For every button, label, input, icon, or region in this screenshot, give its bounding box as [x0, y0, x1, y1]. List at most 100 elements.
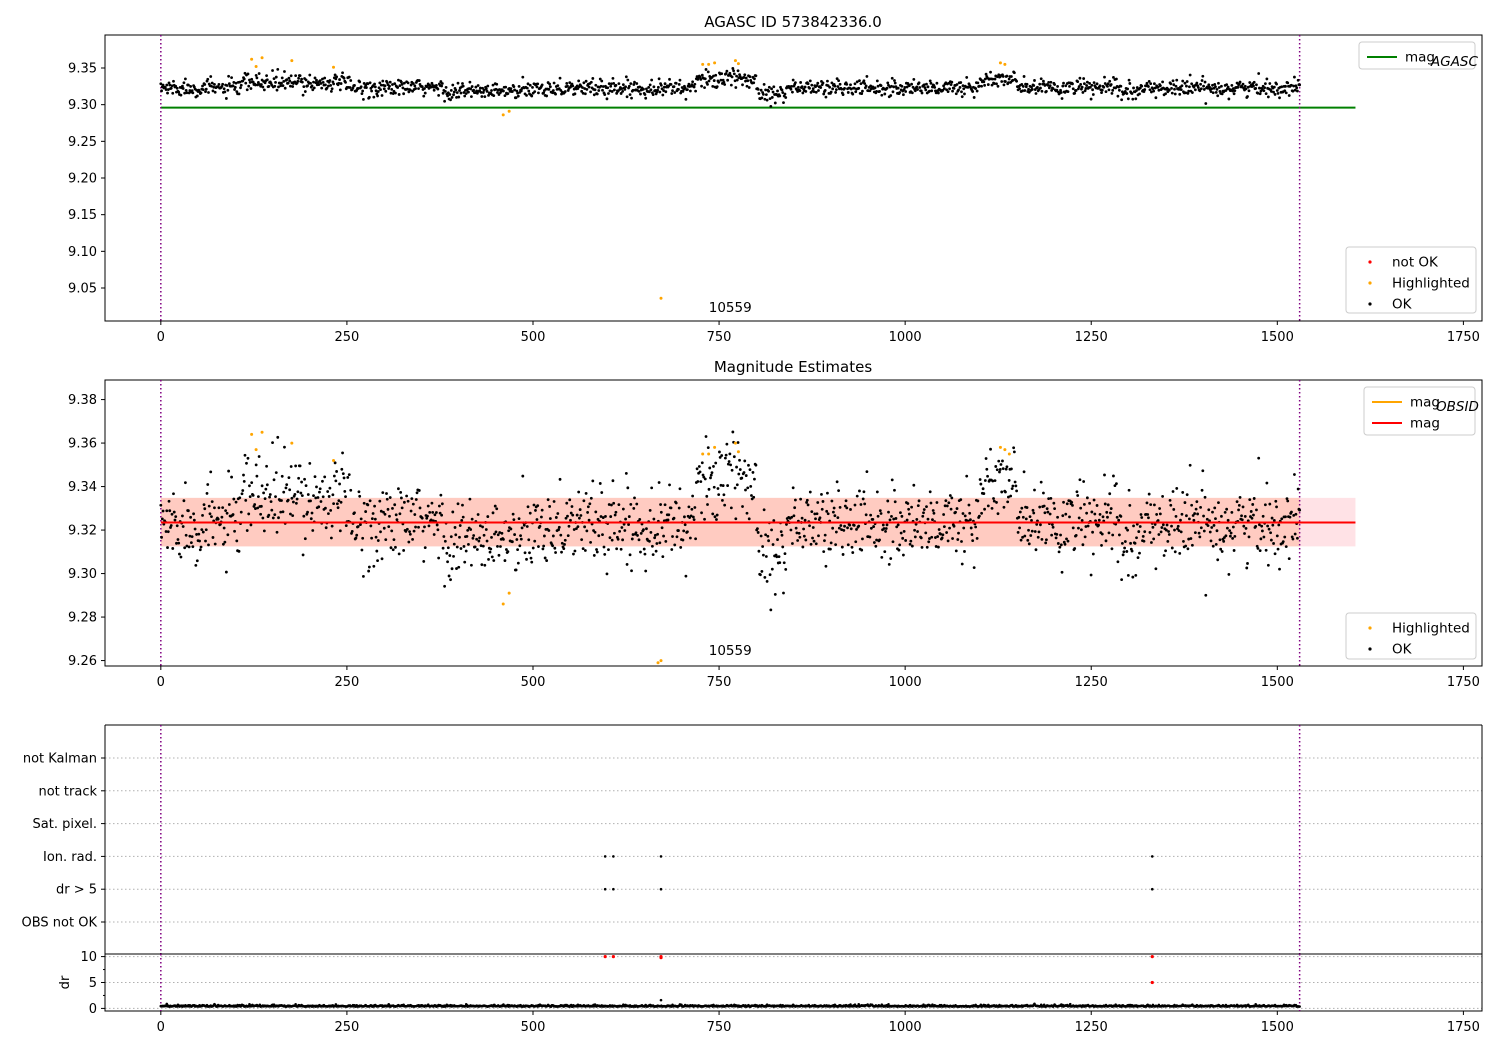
ok-point — [636, 534, 639, 537]
ok-point — [1053, 83, 1056, 86]
ok-point — [470, 563, 473, 567]
ok-point — [1060, 570, 1064, 574]
ok-point — [703, 77, 707, 81]
ok-point — [581, 547, 585, 550]
ok-point — [189, 85, 193, 88]
ok-point — [335, 502, 339, 506]
ok-point — [638, 85, 642, 89]
ok-point — [391, 83, 394, 86]
dr-x-tick-label: 500 — [521, 1020, 546, 1035]
ok-point — [383, 512, 387, 516]
ok-point — [960, 540, 963, 543]
ok-point — [849, 508, 852, 511]
ok-point — [1078, 76, 1082, 80]
agasc-x-tick-label: 750 — [707, 330, 732, 345]
ok-point — [678, 487, 682, 491]
ok-point — [372, 95, 376, 99]
ok-point — [509, 87, 513, 91]
ok-point — [658, 541, 662, 545]
ok-point — [1266, 524, 1270, 528]
ok-point — [281, 84, 285, 88]
ok-point — [1057, 550, 1061, 554]
ok-point — [358, 80, 362, 84]
ok-point — [342, 76, 346, 80]
ok-point — [1194, 507, 1198, 511]
ok-point — [427, 524, 431, 528]
ok-point — [413, 84, 417, 88]
ok-point — [983, 83, 986, 87]
ok-point — [900, 514, 904, 518]
ok-point — [356, 525, 360, 528]
ok-point — [568, 498, 572, 502]
ok-point — [510, 540, 514, 544]
ok-point — [959, 81, 963, 84]
ok-point — [1147, 492, 1151, 496]
ok-point — [432, 519, 435, 523]
ok-point — [719, 483, 723, 487]
ok-point — [422, 94, 426, 98]
ok-point — [417, 525, 420, 529]
ok-point — [715, 85, 719, 89]
ok-point — [1180, 84, 1184, 88]
ok-point — [349, 488, 353, 492]
ok-point — [513, 533, 517, 536]
dr-ok-point — [165, 1002, 169, 1006]
ok-point — [764, 533, 768, 537]
ok-point — [408, 532, 412, 536]
ok-point — [961, 512, 965, 515]
ok-point — [593, 88, 597, 92]
ok-point — [1001, 459, 1004, 463]
ok-point — [785, 523, 788, 526]
ok-point — [395, 518, 399, 522]
ok-point — [674, 501, 678, 505]
ok-point — [1009, 75, 1013, 78]
ok-point — [336, 506, 340, 510]
ok-point — [1217, 501, 1220, 505]
ok-point — [1140, 516, 1144, 519]
ok-point — [291, 514, 295, 518]
ok-point — [1002, 83, 1006, 87]
ok-point — [622, 522, 626, 526]
ok-point — [761, 545, 765, 548]
ok-point — [191, 545, 195, 549]
ok-point — [255, 474, 259, 478]
ok-point — [1018, 526, 1021, 530]
ok-point — [1262, 89, 1266, 93]
ok-point — [767, 539, 770, 543]
ok-point — [1081, 91, 1085, 94]
ok-point — [843, 524, 846, 528]
ok-point — [515, 538, 519, 541]
ok-point — [310, 84, 314, 88]
ok-point — [596, 517, 600, 521]
ok-point — [227, 469, 231, 473]
ok-point — [213, 542, 217, 546]
ok-point — [1034, 92, 1038, 95]
ok-point — [1158, 507, 1162, 510]
ok-point — [380, 557, 384, 561]
ok-point — [311, 88, 315, 92]
ok-point — [714, 73, 718, 77]
ok-point — [244, 81, 248, 85]
ok-point — [677, 87, 680, 91]
ok-point — [1151, 87, 1155, 91]
ok-point — [822, 92, 826, 96]
ok-point — [242, 479, 246, 483]
ok-point — [566, 84, 569, 88]
ok-point — [1092, 498, 1096, 502]
ok-point — [1218, 538, 1222, 542]
ok-point — [776, 89, 779, 93]
ok-point — [503, 94, 507, 98]
magnitude-y-tick-label: 9.38 — [68, 393, 97, 408]
ok-point — [1088, 85, 1092, 89]
ok-point — [849, 83, 852, 87]
legend-legend_lower-marker — [1368, 302, 1372, 306]
ok-point — [1004, 490, 1007, 494]
ok-point — [1286, 81, 1290, 85]
ok-point — [861, 89, 864, 93]
ok-point — [1090, 83, 1094, 87]
ok-point — [1236, 85, 1240, 89]
ok-point — [1077, 85, 1081, 88]
ok-point — [390, 529, 394, 533]
ok-point — [525, 525, 529, 528]
ok-point — [344, 495, 347, 499]
